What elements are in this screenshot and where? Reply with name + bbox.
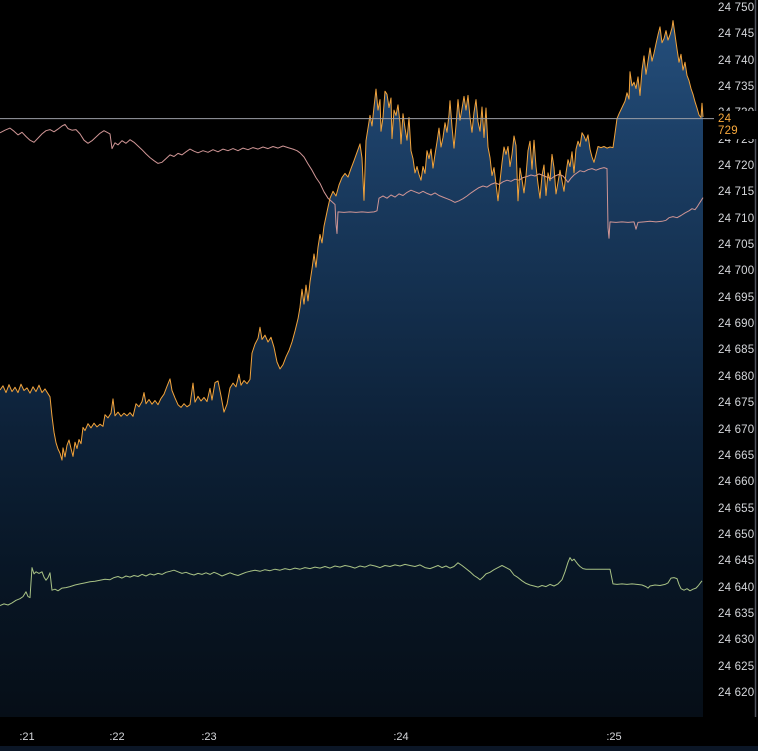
- time-axis[interactable]: :21 :22 :23 :24 :25: [0, 717, 758, 751]
- price-axis-label: 24 750: [718, 1, 755, 14]
- price-axis-label: 24 625: [718, 660, 755, 673]
- price-axis-label: 24 620: [718, 687, 755, 699]
- overlay-green-line: [0, 557, 703, 606]
- time-axis-label: :23: [201, 731, 217, 743]
- price-axis-label: 24 735: [718, 80, 755, 93]
- price-axis-label: 24 695: [718, 291, 755, 304]
- time-axis-label: :21: [19, 731, 35, 743]
- price-axis-label: 24 740: [718, 54, 755, 67]
- time-axis-label: :24: [393, 731, 409, 743]
- main-series-area: [0, 20, 703, 718]
- price-axis-label: 24 685: [718, 344, 755, 357]
- main-price-line: [0, 20, 704, 461]
- current-price-label: 24 729: [714, 110, 758, 139]
- price-axis-label: 24 715: [718, 186, 755, 199]
- price-axis-label: 24 675: [718, 397, 755, 410]
- price-axis-label: 24 665: [718, 449, 755, 462]
- price-axis-label: 24 700: [718, 265, 755, 278]
- price-axis-label: 24 660: [718, 476, 755, 489]
- price-axis-label: 24 650: [718, 528, 755, 541]
- time-axis-label: :25: [606, 731, 622, 743]
- price-axis-label: 24 680: [718, 370, 755, 383]
- price-axis-label: 24 670: [718, 423, 755, 436]
- bottom-bar: [0, 746, 758, 751]
- price-axis-label: 24 705: [718, 239, 755, 252]
- price-axis-label: 24 745: [718, 28, 755, 41]
- price-axis-label: 24 655: [718, 502, 755, 515]
- price-axis-label: 24 690: [718, 318, 755, 331]
- price-axis-label: 24 720: [718, 160, 755, 172]
- price-axis-label: 24 645: [718, 555, 755, 568]
- price-axis-label: 24 710: [718, 212, 755, 225]
- price-axis-label: 24 630: [718, 634, 755, 647]
- time-axis-label: :22: [109, 731, 125, 743]
- overlay-pink-line: [0, 123, 704, 239]
- price-axis-label: 24 640: [718, 581, 755, 594]
- price-axis-label: 24 635: [718, 607, 755, 620]
